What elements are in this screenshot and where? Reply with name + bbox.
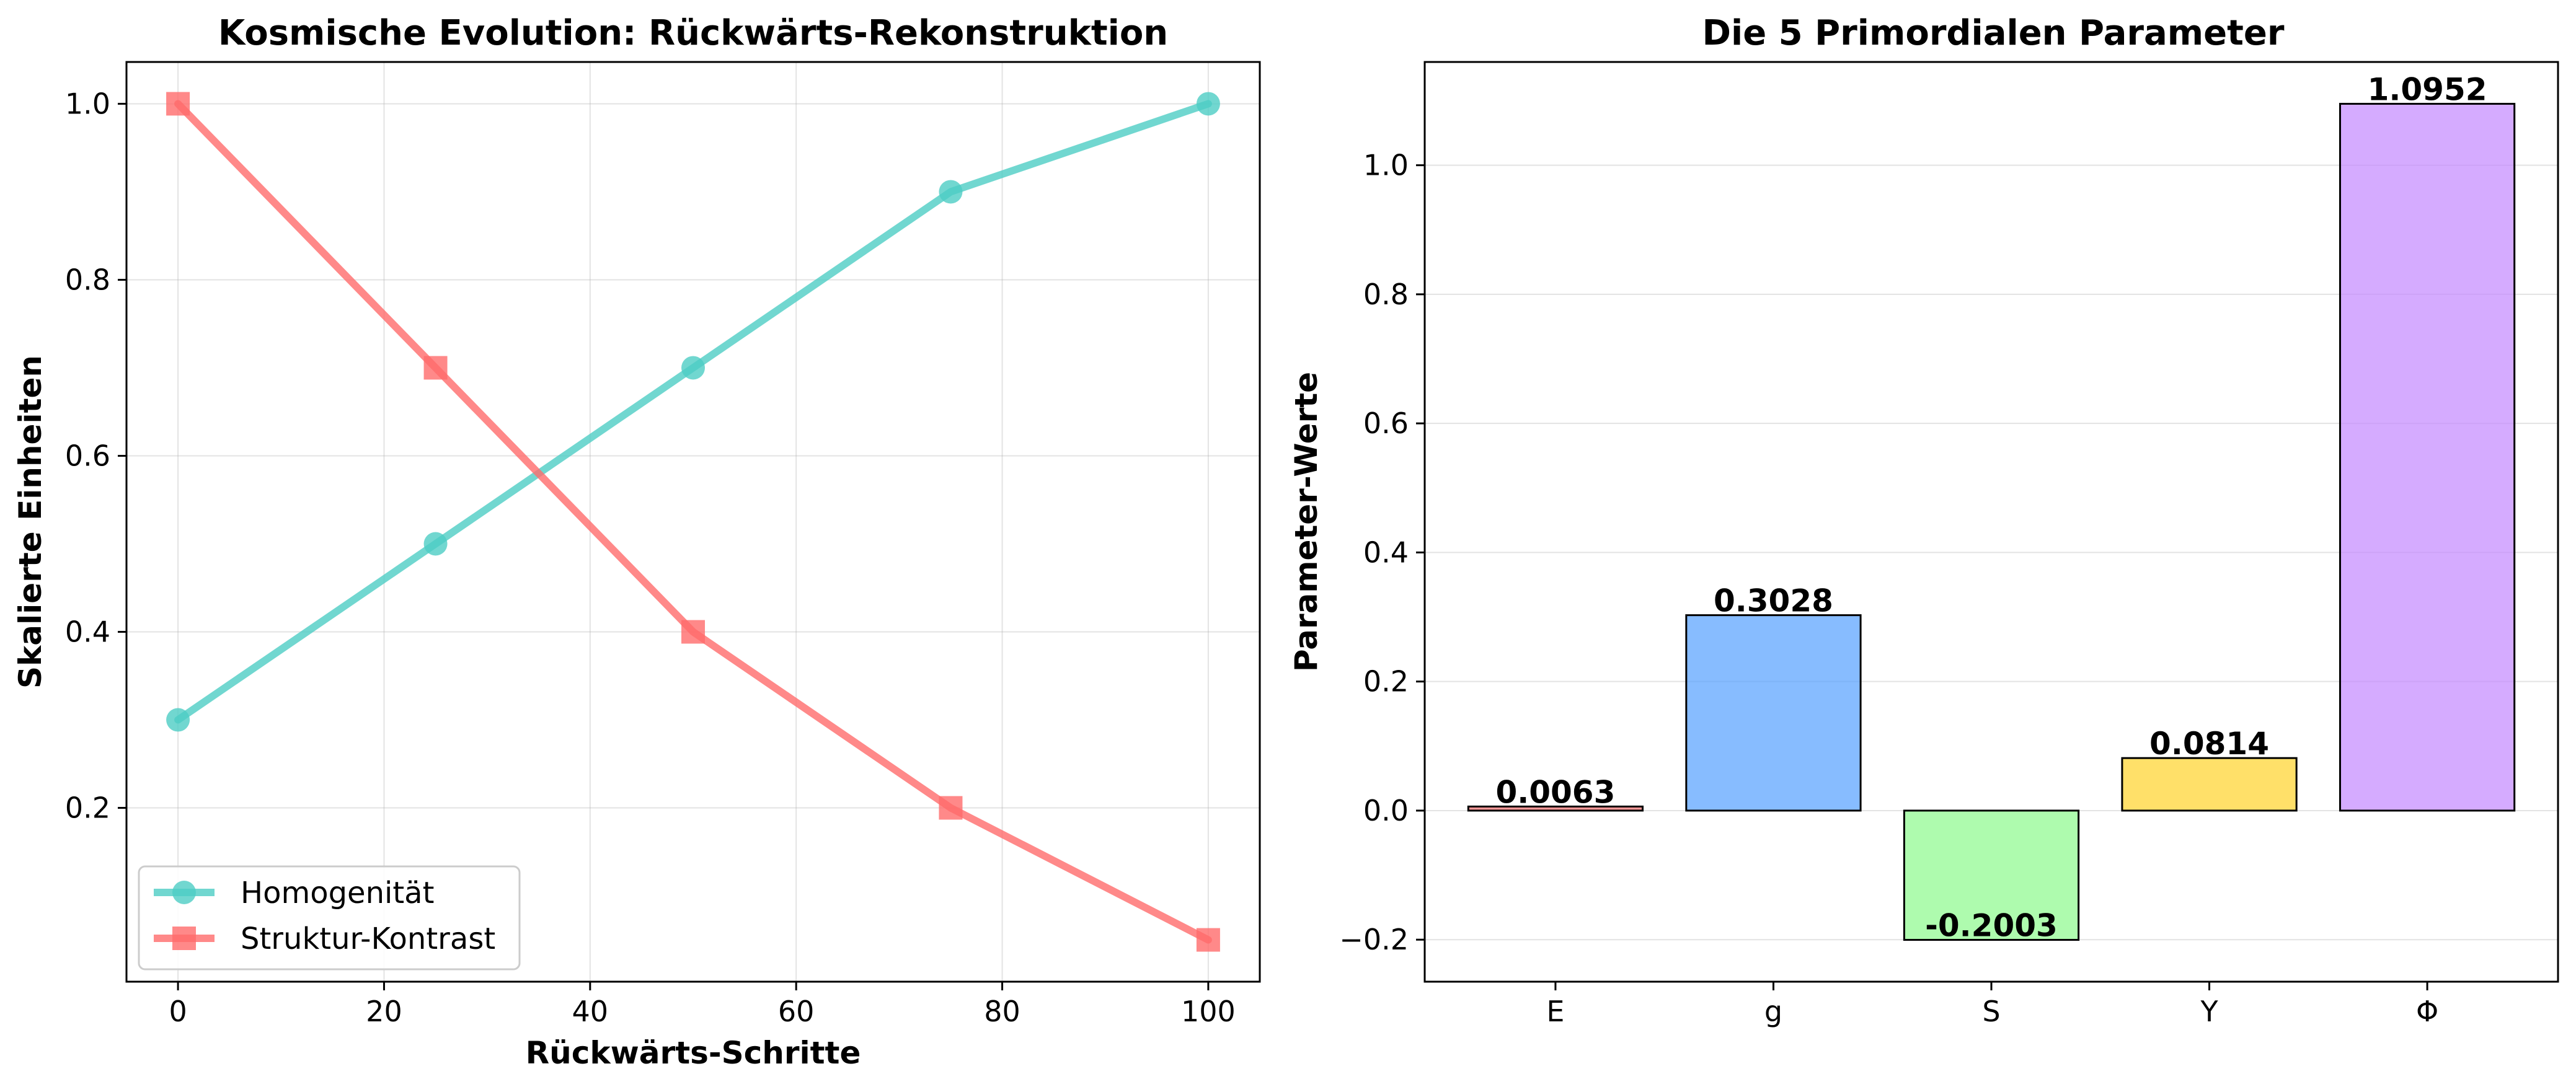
legend-marker-homogenitaet [172, 881, 196, 904]
bar-value-label: -0.2003 [1925, 908, 2058, 944]
bar-chart-frame [1423, 61, 2559, 983]
x-tick-label: Y [2200, 995, 2218, 1028]
legend-label-homogenitaet: Homogenität [241, 876, 434, 910]
y-tick-label: 0.2 [65, 791, 110, 825]
y-tick-label: 1.0 [1363, 149, 1409, 182]
bar-value-label: 0.0814 [2149, 726, 2269, 762]
x-tick-label: 40 [572, 995, 609, 1028]
line-chart-x-axis-label: Rückwärts-Schritte [526, 1035, 861, 1071]
x-tick-label: 20 [366, 995, 402, 1028]
bar-chart-y-axis-label: Parameter-Werte [1288, 372, 1324, 672]
bar-chart-panel: Die 5 Primordialen Parameter −0.2 0.0 0.2 0… [1288, 13, 2559, 1028]
line-chart-frame [125, 61, 1261, 983]
data-point-homogenitaet [423, 532, 448, 556]
data-point-homogenitaet [939, 180, 963, 204]
y-tick-label: −0.2 [1339, 923, 1409, 956]
x-tick-label: Φ [2416, 995, 2438, 1028]
series-line-struktur-kontrast [174, 100, 1212, 944]
legend-marker-struktur-kontrast [172, 927, 196, 950]
bar-5 [2339, 102, 2516, 812]
bar-3 [1903, 809, 2080, 941]
legend-box [138, 865, 521, 971]
bar-1 [1467, 805, 1644, 812]
y-tick-label: 1.0 [65, 87, 110, 120]
x-tick-label: E [1546, 995, 1564, 1028]
bar-chart-ticks: −0.2 0.0 0.2 0.4 0.6 0.8 1.0 E g S Y Φ [1339, 149, 2438, 1028]
line-chart-y-axis-label: Skalierte Einheiten [12, 355, 48, 689]
x-tick-label: 80 [984, 995, 1020, 1028]
bar-2 [1685, 614, 1862, 812]
data-point-struktur-kontrast [681, 620, 705, 644]
y-tick-label: 0.8 [65, 263, 110, 296]
y-tick-label: 0.8 [1363, 278, 1409, 311]
y-tick-label: 0.6 [1363, 407, 1409, 440]
y-tick-label: 0.2 [1363, 665, 1409, 698]
y-tick-label: 0.6 [65, 439, 110, 472]
line-chart-panel: Kosmische Evolution: Rückwärts-Rekonstru… [12, 13, 1261, 1071]
line-chart-ticks: 0 20 40 60 80 100 0.2 0.4 0.6 0.8 1.0 [65, 87, 1236, 1028]
line-chart-grid [126, 62, 1260, 982]
y-tick-label: 0.4 [65, 615, 110, 649]
line-chart-title: Kosmische Evolution: Rückwärts-Rekonstru… [218, 13, 1168, 53]
data-point-homogenitaet [1196, 92, 1220, 116]
y-tick-label: 0.4 [1363, 535, 1409, 569]
bar-chart-title: Die 5 Primordialen Parameter [1702, 13, 2285, 53]
bar-value-label: 0.3028 [1714, 583, 1833, 619]
line-chart-legend: Homogenität Struktur-Kontrast [138, 865, 521, 971]
data-point-homogenitaet [681, 356, 705, 380]
line-chart-series [166, 92, 1220, 952]
data-point-struktur-kontrast [166, 92, 190, 116]
bar-chart-bars: 0.0063 0.3028 -0.2003 0.0814 1.0952 [1467, 71, 2516, 944]
x-tick-label: 100 [1181, 995, 1236, 1028]
data-point-struktur-kontrast [423, 356, 448, 380]
bar-value-label: 1.0952 [2368, 71, 2487, 107]
data-point-struktur-kontrast [939, 796, 963, 820]
x-tick-label: 0 [169, 995, 187, 1028]
bar-value-label: 0.0063 [1495, 774, 1615, 810]
x-tick-label: g [1764, 995, 1782, 1028]
x-tick-label: S [1982, 995, 2000, 1028]
legend-label-struktur-kontrast: Struktur-Kontrast [241, 922, 495, 956]
y-tick-label: 0.0 [1363, 794, 1409, 827]
bar-4 [2121, 757, 2298, 812]
data-point-struktur-kontrast [1196, 928, 1220, 952]
x-tick-label: 60 [778, 995, 815, 1028]
data-point-homogenitaet [166, 708, 190, 732]
